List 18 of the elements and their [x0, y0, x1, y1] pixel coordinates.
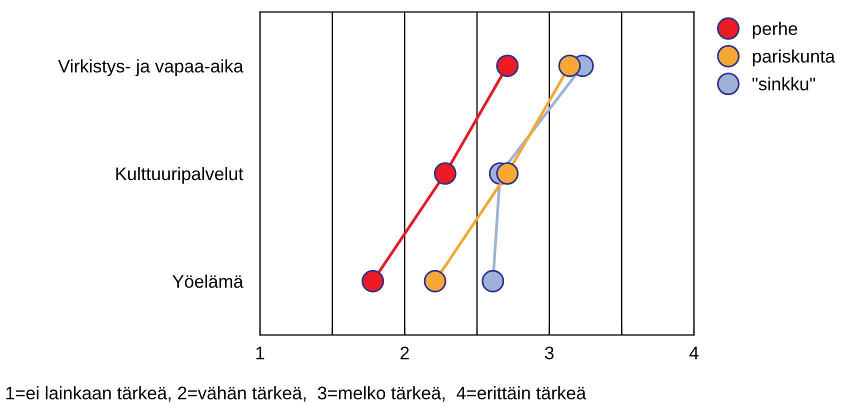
legend-label: perhe — [752, 22, 798, 39]
x-tick-label: 2 — [400, 346, 409, 360]
x-tick-label: 1 — [256, 346, 264, 360]
point — [496, 162, 519, 185]
point — [496, 54, 519, 78]
legend-label: "sinkku" — [752, 77, 816, 90]
point — [424, 270, 446, 292]
y-tick-label: Kulttuuripalvelut — [116, 166, 244, 184]
point — [558, 54, 581, 78]
point — [482, 270, 504, 292]
legend-label: pariskunta — [752, 49, 836, 66]
x-tick-label: 3 — [545, 346, 554, 360]
y-tick-label: Yöelämä — [172, 274, 244, 288]
x-tick-label: 4 — [689, 346, 698, 360]
text: 1=ei lainkaan tärkeä, 2=vähän tärkeä, 3=melko tärkeä, 4=erittäin tärkeä — [6, 386, 586, 402]
point — [434, 162, 456, 185]
y-tick-label: Virkistys- ja vapaa-aika — [58, 59, 244, 76]
point — [362, 270, 384, 292]
